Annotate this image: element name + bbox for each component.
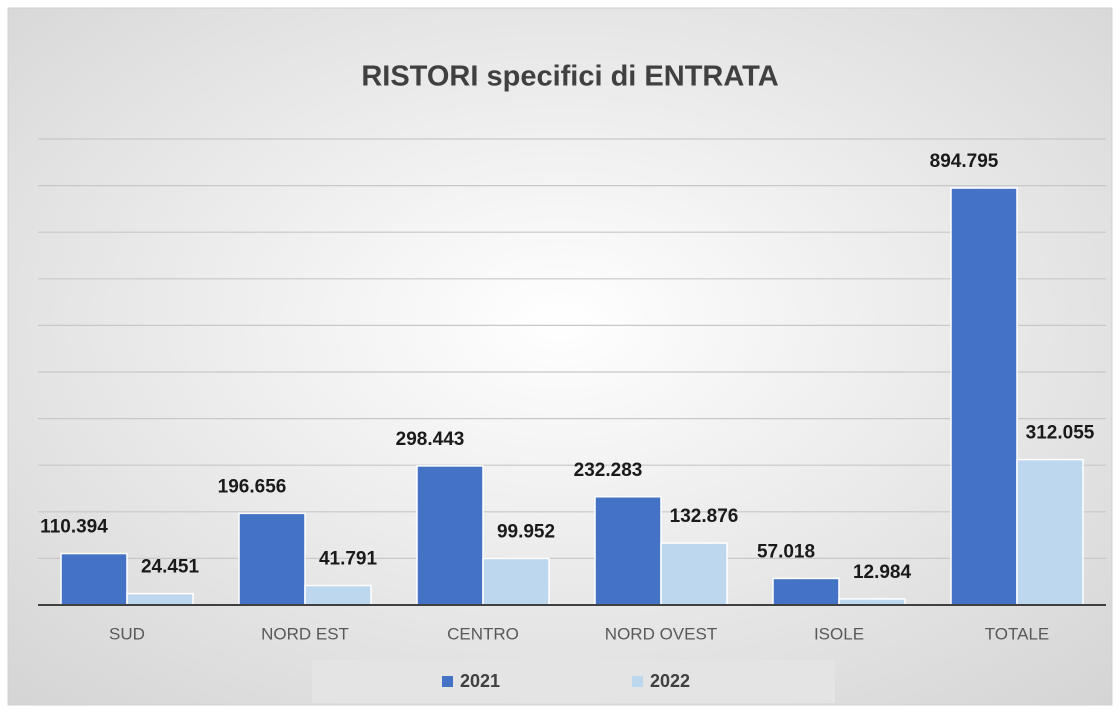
bar [304,584,372,606]
bar [60,552,128,606]
legend-label: 2022 [650,671,690,691]
bar [772,577,840,606]
bar [482,557,550,606]
bar [238,512,306,606]
data-label: 132.876 [670,506,739,527]
bar [416,465,484,606]
bar [660,542,728,606]
bar [950,187,1018,606]
legend-swatch [442,676,453,687]
bar [126,592,194,606]
legend-box [312,660,835,703]
data-label: 57.018 [757,541,815,562]
x-tick-label: ISOLE [814,624,864,643]
data-label: 196.656 [218,476,287,497]
x-tick-label: TOTALE [985,624,1050,643]
bar [594,496,662,606]
data-label: 24.451 [141,557,200,578]
legend-swatch [632,676,643,687]
chart-background [7,7,1113,706]
data-label: 312.055 [1026,423,1095,444]
chart-title: RISTORI specifici di ENTRATA [361,61,778,93]
data-label: 99.952 [497,521,555,542]
x-tick-label: SUD [109,624,145,643]
legend-label: 2021 [460,671,500,691]
x-tick-label: NORD OVEST [605,624,717,643]
data-label: 298.443 [396,429,465,450]
bar [1016,458,1084,606]
data-label: 12.984 [853,562,912,583]
data-label: 894.795 [930,151,999,172]
data-label: 110.394 [40,517,108,538]
x-tick-label: NORD EST [261,624,349,643]
data-label: 41.791 [319,549,378,570]
x-tick-label: CENTRO [447,624,519,643]
data-label: 232.283 [574,460,643,481]
